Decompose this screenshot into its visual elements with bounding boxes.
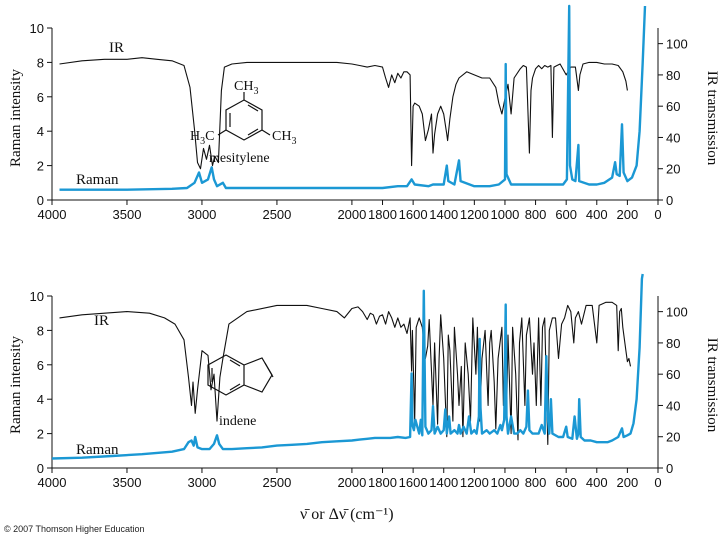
- y-left-tick-label: 6: [37, 358, 44, 373]
- ir-series-line: [59, 301, 632, 446]
- y-right-tick-label: 60: [666, 367, 680, 382]
- y-left-tick-label: 10: [30, 21, 44, 36]
- y-left-tick-label: 2: [37, 427, 44, 442]
- x-tick-label: 1600: [399, 207, 428, 222]
- y-right-tick-label: 60: [666, 99, 680, 114]
- x-tick-label: 4000: [38, 207, 67, 222]
- x-tick-label: 1000: [490, 475, 519, 490]
- y-right-tick-label: 40: [666, 130, 680, 145]
- ir-transmission-axis-title-top: IR transmission: [704, 71, 720, 166]
- mesitylene-structure-icon: [217, 92, 271, 141]
- mesitylene-name-label: mesitylene: [209, 151, 270, 166]
- y-left-tick-label: 2: [37, 159, 44, 174]
- raman-series-line: [59, 4, 647, 191]
- x-tick-label: 1400: [429, 207, 458, 222]
- x-tick-label: 200: [617, 475, 639, 490]
- ch3-top-label: CH3: [234, 79, 258, 97]
- x-tick-label: 0: [654, 207, 661, 222]
- x-tick-label: 3000: [187, 207, 216, 222]
- ch3-right-label: CH3: [272, 129, 296, 147]
- y-right-tick-label: 80: [666, 68, 680, 83]
- raman-series-label-bottom: Raman: [76, 442, 119, 458]
- x-tick-label: 2500: [262, 207, 291, 222]
- x-tick-label: 2500: [262, 475, 291, 490]
- ir-series-label-top: IR: [109, 40, 124, 56]
- x-tick-label: 400: [586, 207, 608, 222]
- h3c-left-label: H3C: [190, 129, 214, 147]
- x-tick-label: 2000: [337, 207, 366, 222]
- y-right-tick-label: 0: [666, 461, 673, 476]
- ir-series-label-bottom: IR: [94, 313, 109, 329]
- y-right-tick-label: 100: [666, 37, 688, 52]
- x-tick-label: 1200: [460, 475, 489, 490]
- x-tick-label: 800: [525, 475, 547, 490]
- x-tick-label: 0: [654, 475, 661, 490]
- y-left-tick-label: 4: [37, 392, 44, 407]
- ir-series-line: [59, 57, 628, 170]
- x-tick-label: 400: [586, 475, 608, 490]
- y-left-tick-label: 8: [37, 323, 44, 338]
- x-tick-label: 2000: [337, 475, 366, 490]
- raman-intensity-axis-title-bottom: Raman intensity: [8, 336, 24, 434]
- x-tick-label: 1800: [368, 207, 397, 222]
- x-tick-label: 3000: [187, 475, 216, 490]
- indene-structure-icon: [207, 354, 274, 396]
- ir-transmission-axis-title-bottom: IR transmission: [704, 338, 720, 433]
- copyright-notice: © 2007 Thomson Higher Education: [4, 524, 145, 534]
- y-left-tick-label: 10: [30, 289, 44, 304]
- x-tick-label: 1200: [460, 207, 489, 222]
- x-tick-label: 1800: [368, 475, 397, 490]
- raman-series-line: [51, 273, 644, 460]
- x-tick-label: 800: [525, 207, 547, 222]
- y-right-tick-label: 40: [666, 398, 680, 413]
- indene-name-label: indene: [219, 414, 256, 429]
- indene-spectrum-panel: 4000 3500 3000 2500 2000 1800 1600 1400 1200 1000…: [30, 273, 688, 490]
- y-right-tick-label: 80: [666, 336, 680, 351]
- x-tick-label: 3500: [113, 207, 142, 222]
- x-tick-label: 1600: [399, 475, 428, 490]
- x-tick-label: 3500: [113, 475, 142, 490]
- x-tick-label: 1000: [490, 207, 519, 222]
- y-left-tick-label: 8: [37, 55, 44, 70]
- x-tick-label: 1400: [429, 475, 458, 490]
- x-tick-label: 200: [617, 207, 639, 222]
- x-tick-label: 600: [555, 475, 577, 490]
- y-right-tick-label: 20: [666, 162, 680, 177]
- x-tick-label: 4000: [38, 475, 67, 490]
- raman-intensity-axis-title-top: Raman intensity: [8, 69, 24, 167]
- mesitylene-spectrum-panel: 4000 3500 3000 2500 2000 1800 1600 1400 1200 1000…: [30, 4, 688, 222]
- y-right-tick-label: 20: [666, 430, 680, 445]
- y-left-tick-label: 6: [37, 90, 44, 105]
- y-left-tick-label: 4: [37, 124, 44, 139]
- x-axis-title: ν̄ or Δν̄ (cm⁻¹): [300, 506, 394, 523]
- y-left-tick-label: 0: [37, 461, 44, 476]
- x-tick-label: 600: [555, 207, 577, 222]
- y-right-tick-label: 100: [666, 305, 688, 320]
- y-left-tick-label: 0: [37, 193, 44, 208]
- raman-series-label-top: Raman: [76, 172, 119, 188]
- y-right-tick-label: 0: [666, 193, 673, 208]
